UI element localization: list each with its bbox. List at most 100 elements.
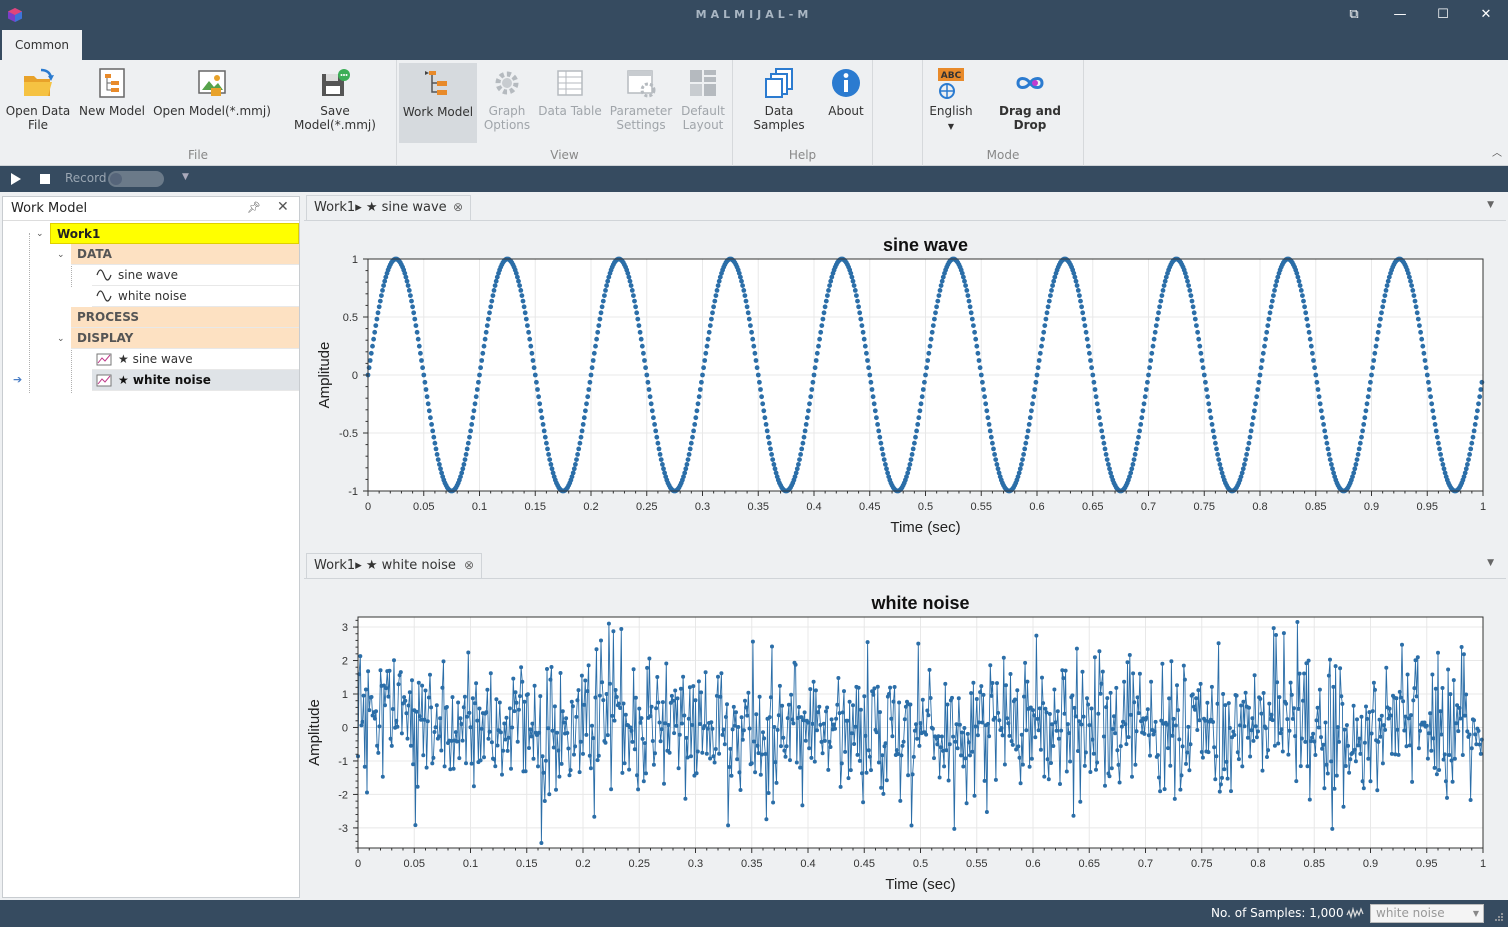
parameter-settings-button[interactable]: Parameter Settings — [609, 62, 673, 142]
data-point — [388, 736, 393, 741]
x-tick-label: 0.7 — [1141, 501, 1156, 513]
data-point — [1152, 729, 1157, 734]
work-model-button[interactable]: Work Model — [399, 63, 477, 143]
data-samples-button[interactable]: Data Samples — [739, 62, 819, 142]
data-point — [1271, 626, 1276, 631]
data-point — [1302, 671, 1307, 676]
data-point — [381, 283, 386, 288]
data-point — [1424, 723, 1429, 728]
tree-item-sine-wave-display[interactable]: ★ sine wave — [92, 349, 299, 370]
close-button[interactable]: ✕ — [1480, 7, 1492, 22]
data-point — [536, 764, 540, 769]
pin-icon[interactable]: 📌︎ — [247, 201, 261, 214]
data-point — [1270, 718, 1275, 723]
drag-and-drop-button[interactable]: Drag and Drop — [981, 62, 1079, 142]
data-point — [935, 742, 940, 747]
tab-sine-wave[interactable]: Work1▸ ★ sine wave ⊗ — [306, 195, 471, 220]
save-model-button[interactable]: Save Model(*.mmj) — [278, 62, 392, 142]
minimize-button[interactable]: — — [1393, 7, 1407, 22]
record-dropdown-icon[interactable]: ▼ — [182, 172, 189, 182]
language-dropdown[interactable]: ABC English ▼ — [927, 62, 975, 142]
tab-close-icon[interactable]: ⊗ — [464, 558, 475, 572]
about-button[interactable]: About — [823, 62, 869, 142]
data-point — [936, 734, 941, 739]
x-tick-label: 0.6 — [1029, 501, 1044, 513]
default-layout-button[interactable]: Default Layout — [675, 62, 731, 142]
new-model-button[interactable]: New Model — [78, 62, 146, 142]
tab-close-icon[interactable]: ⊗ — [453, 200, 464, 214]
data-point — [1044, 310, 1050, 316]
resize-grip-icon[interactable] — [1494, 910, 1504, 922]
data-point — [1029, 756, 1034, 761]
tab-list-dropdown-icon[interactable]: ▼ — [1487, 200, 1494, 210]
data-point — [414, 329, 420, 335]
data-point — [816, 343, 821, 349]
tab-white-noise[interactable]: Work1▸ ★ white noise ⊗ — [306, 553, 482, 578]
data-point — [954, 722, 959, 727]
tab-list-dropdown-icon[interactable]: ▼ — [1487, 558, 1494, 568]
data-point — [403, 698, 408, 703]
data-point — [1221, 692, 1226, 696]
data-point — [1296, 706, 1301, 711]
data-point — [927, 343, 933, 349]
data-point — [966, 740, 971, 745]
data-point — [617, 701, 621, 706]
data-point — [1286, 752, 1291, 757]
data-point — [1292, 706, 1296, 711]
data-table-button[interactable]: Data Table — [537, 62, 603, 142]
data-point — [1142, 394, 1148, 400]
data-point — [1314, 379, 1320, 385]
close-icon[interactable]: ✕ — [277, 199, 289, 215]
data-point — [1404, 744, 1409, 749]
data-point — [516, 707, 521, 712]
tree-item-white-noise-display[interactable]: ★ white noise — [92, 370, 299, 391]
data-point — [584, 732, 589, 737]
open-data-file-button[interactable]: Open Data File — [4, 62, 72, 142]
data-point — [1214, 754, 1219, 759]
collapse-ribbon-icon[interactable]: ︿ — [1492, 148, 1502, 159]
play-icon[interactable] — [10, 172, 22, 186]
tree-item-sine-wave-data[interactable]: sine wave — [92, 265, 299, 286]
chevron-down-icon[interactable]: ⌄ — [36, 229, 44, 239]
graph-options-button[interactable]: Graph Options — [479, 62, 535, 142]
tree-node-data[interactable]: DATA — [71, 244, 299, 265]
chevron-down-icon[interactable]: ⌄ — [57, 334, 65, 344]
tree-node-display[interactable]: DISPLAY — [71, 328, 299, 349]
data-point — [612, 718, 617, 723]
data-point — [1242, 724, 1247, 729]
data-point — [1035, 716, 1040, 721]
data-point — [1133, 762, 1138, 767]
data-point — [996, 710, 1001, 715]
data-point — [461, 462, 467, 467]
stop-icon[interactable] — [40, 174, 50, 184]
data-point — [1294, 270, 1300, 276]
data-point — [1461, 652, 1466, 657]
restore-layout-icon[interactable]: ⧉ — [1349, 7, 1359, 22]
maximize-button[interactable]: ☐ — [1437, 7, 1449, 22]
tree-node-process[interactable]: PROCESS — [71, 307, 299, 328]
tree-node-work1[interactable]: Work1 — [50, 223, 299, 244]
series-select[interactable]: white noise ▼ — [1370, 904, 1484, 923]
data-point — [693, 698, 698, 703]
data-point — [1106, 462, 1111, 467]
data-point — [484, 710, 489, 715]
tab-common[interactable]: Common — [2, 30, 82, 60]
open-model-button[interactable]: Open Model(*.mmj) — [153, 62, 271, 142]
data-point — [444, 705, 449, 709]
data-point — [1064, 769, 1069, 774]
data-point — [889, 716, 894, 721]
tree-item-white-noise-data[interactable]: white noise — [92, 286, 299, 307]
data-point — [392, 658, 396, 663]
record-toggle[interactable] — [108, 171, 164, 187]
data-point — [870, 394, 876, 400]
data-point — [1362, 740, 1367, 745]
chevron-down-icon[interactable]: ⌄ — [57, 250, 65, 260]
data-point — [1451, 678, 1456, 683]
data-point — [1297, 283, 1303, 288]
data-point — [878, 440, 884, 446]
group-label-file: File — [187, 148, 209, 162]
data-point — [469, 761, 474, 766]
data-point — [1382, 723, 1386, 728]
data-point — [727, 765, 732, 769]
data-point — [821, 310, 827, 316]
